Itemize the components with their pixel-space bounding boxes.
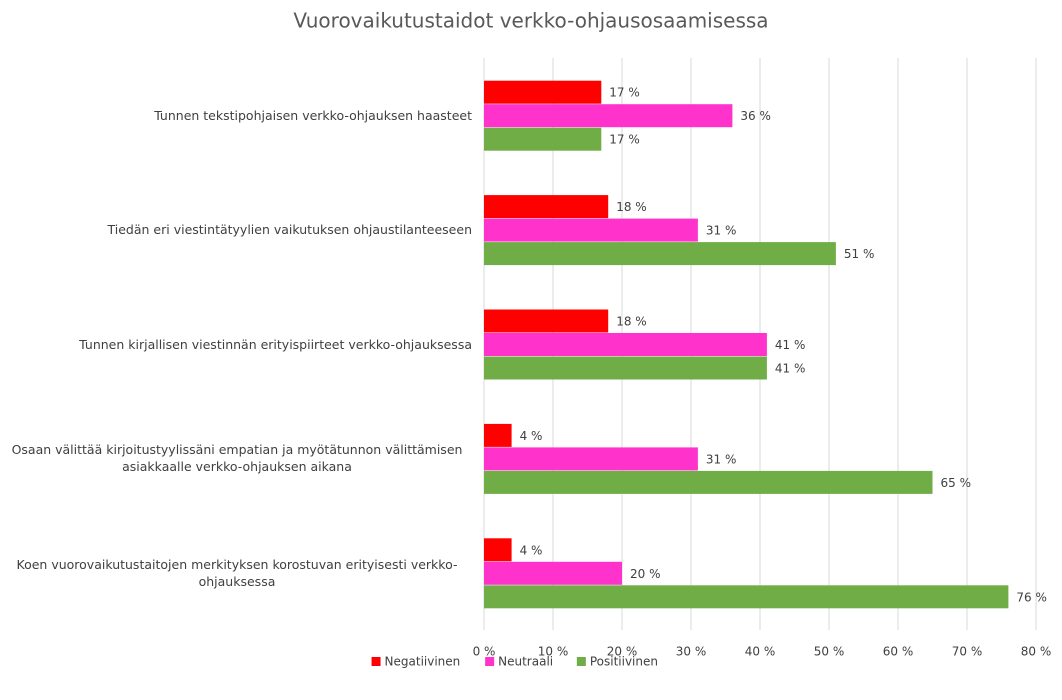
bar: [484, 538, 512, 562]
legend-label: Positiivinen: [590, 655, 658, 669]
bar: [484, 356, 767, 380]
value-label: 51 %: [844, 247, 875, 261]
bar: [484, 104, 733, 128]
x-tick-label: 20 %: [607, 645, 638, 659]
category-text: Tiedän eri viestintätyylien vaikutuksen …: [107, 222, 472, 238]
value-label: 17 %: [609, 86, 640, 100]
bar: [484, 218, 698, 242]
value-label: 65 %: [941, 476, 972, 490]
category-text: Osaan välittää kirjoitustyylissäni empat…: [11, 442, 463, 475]
category-text: Tunnen kirjallisen viestinnän erityispii…: [79, 336, 472, 352]
bar: [484, 561, 622, 585]
x-tick-label: 30 %: [676, 645, 707, 659]
value-label: 4 %: [520, 429, 543, 443]
value-label: 18 %: [616, 200, 647, 214]
bar: [484, 309, 609, 333]
bar: [484, 333, 767, 356]
x-tick-label: 10 %: [538, 645, 569, 659]
value-label: 20 %: [630, 567, 661, 581]
category-text: Koen vuorovaikutustaitojen merkityksen k…: [16, 556, 458, 589]
x-tick-label: 0 %: [473, 645, 496, 659]
category-label: Tunnen kirjallisen viestinnän erityispii…: [0, 304, 472, 384]
x-tick-label: 80 %: [1021, 645, 1052, 659]
x-tick-label: 50 %: [814, 645, 845, 659]
category-label: Tiedän eri viestintätyylien vaikutuksen …: [0, 190, 472, 270]
bar: [484, 447, 698, 471]
bar: [484, 195, 609, 219]
x-tick-label: 60 %: [883, 645, 914, 659]
value-label: 76 %: [1016, 590, 1047, 604]
value-label: 17 %: [609, 133, 640, 147]
category-label: Tunnen tekstipohjaisen verkko-ohjauksen …: [0, 75, 472, 155]
legend-swatch: [576, 657, 586, 666]
value-label: 4 %: [520, 543, 543, 557]
bar: [484, 585, 1009, 609]
value-label: 36 %: [740, 109, 771, 123]
bar: [484, 80, 602, 104]
legend-label: Negatiivinen: [385, 655, 461, 669]
category-label: Osaan välittää kirjoitustyylissäni empat…: [0, 418, 472, 498]
legend-swatch: [371, 657, 381, 666]
value-label: 31 %: [706, 224, 737, 238]
bar: [484, 242, 836, 266]
category-label: Koen vuorovaikutustaitojen merkityksen k…: [0, 533, 472, 613]
category-text: Tunnen tekstipohjaisen verkko-ohjauksen …: [154, 107, 472, 123]
x-tick-label: 40 %: [745, 645, 776, 659]
value-label: 31 %: [706, 452, 737, 466]
value-label: 41 %: [775, 338, 806, 352]
chart-title: Vuorovaikutustaidot verkko-ohjausosaamis…: [293, 9, 768, 33]
bar: [484, 470, 933, 494]
bar: [484, 127, 602, 151]
bar: [484, 423, 512, 447]
x-tick-label: 70 %: [952, 645, 983, 659]
value-label: 41 %: [775, 362, 806, 376]
legend-swatch: [485, 657, 495, 666]
legend-label: Neutraali: [498, 655, 553, 669]
value-label: 18 %: [616, 315, 647, 329]
